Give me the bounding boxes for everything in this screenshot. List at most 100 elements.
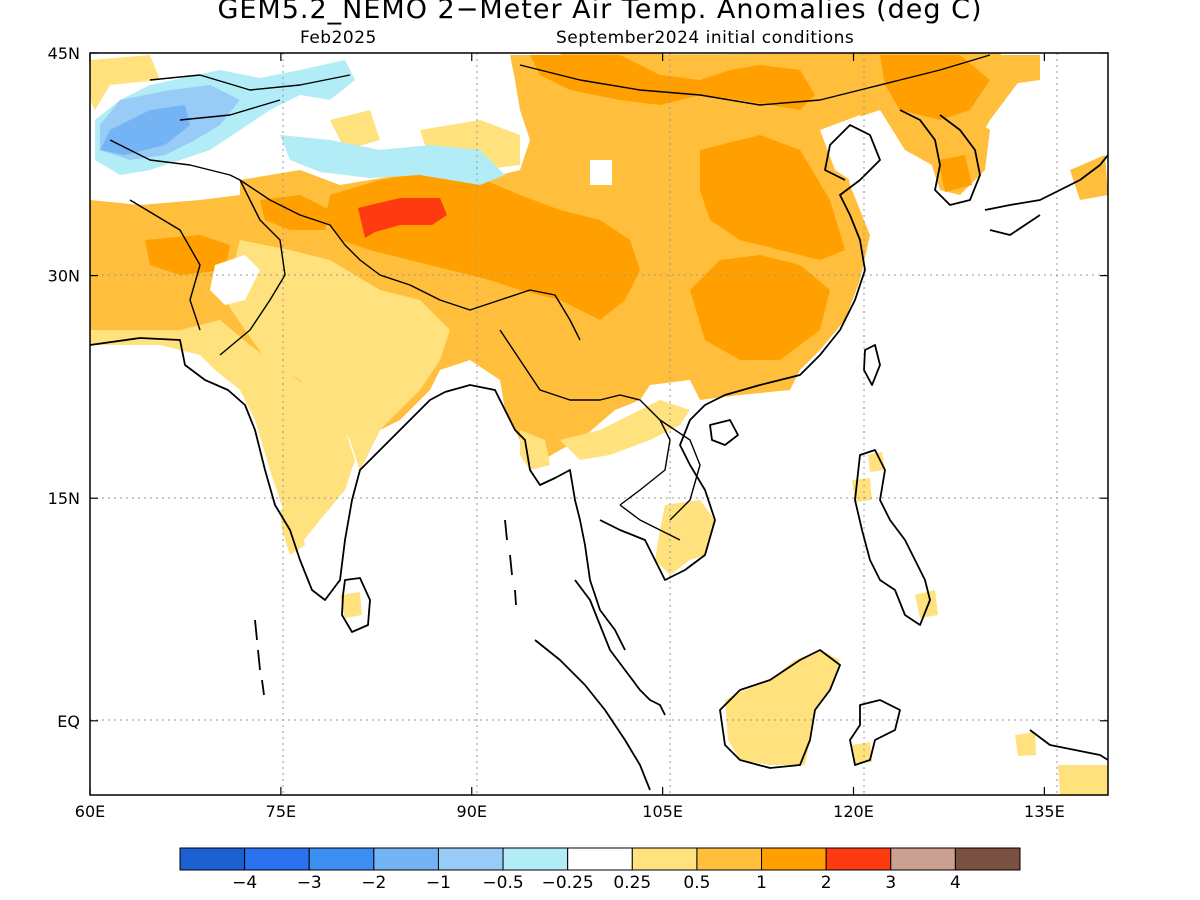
anomaly-region-05-philippines-north [868, 452, 885, 472]
anomaly-region-05-srilanka [340, 592, 362, 618]
coast-bay-of-bengal [444, 384, 626, 651]
coastlines [90, 109, 1108, 791]
anomaly-region-05-mindanao [915, 590, 938, 618]
map-frame [89, 52, 1109, 796]
coast-andaman [504, 519, 517, 606]
colorbar-label: −1 [426, 873, 451, 893]
colorbar-swatch [244, 847, 310, 871]
anomaly-region-05-india [90, 320, 355, 545]
colorbar-swatch [179, 847, 246, 871]
neutral-region-northwest-corner [90, 175, 240, 205]
neutral-region-afghanistan [210, 255, 260, 305]
colorbar-swatch [308, 847, 375, 871]
anomaly-region-05-sulawesi [852, 742, 872, 763]
colorbar: −4 −3 −2 −1 −0.5 −0.25 0.25 0.5 1 2 3 4 [179, 847, 1021, 893]
colorbar-swatch [502, 847, 569, 871]
anomaly-region-2-south-china [690, 255, 830, 360]
lon-tick-label: 135E [1024, 802, 1065, 821]
colorbar-label: 4 [950, 873, 961, 893]
border-iran-pakistan [129, 199, 201, 331]
lat-tick-label: 15N [48, 489, 80, 508]
border-china-mongolia [519, 54, 991, 106]
border-central-asia [149, 74, 351, 121]
map-title: GEM5.2_NEMO 2−Meter Air Temp. Anomalies … [217, 0, 983, 25]
coast-taiwan [863, 344, 881, 386]
neutral-region-sinkiang [360, 60, 510, 115]
map-plot-area [90, 53, 1108, 795]
anomaly-region-2-east-china [700, 135, 845, 260]
colorbar-label: −0.25 [542, 873, 594, 893]
border-himalaya [239, 179, 581, 341]
coast-philippines [854, 449, 931, 626]
border-pakistan-india [219, 179, 286, 356]
colorbar-label: −0.5 [482, 873, 523, 893]
coast-korea [899, 109, 981, 206]
anomaly-region-neg025-kazakh [280, 135, 505, 185]
lon-tick-label: 90E [457, 802, 487, 821]
valid-month-label: Feb2025 [300, 28, 377, 48]
anomaly-region-2-iran [145, 235, 230, 275]
neutral-region-yellow-sea [820, 115, 870, 180]
country-borders [109, 54, 991, 541]
anomaly-region-2-korea [938, 155, 972, 192]
colorbar-swatch [437, 847, 504, 871]
anomaly-shading [90, 53, 1108, 795]
anomaly-region-05-indochina [560, 400, 690, 460]
lat-tick-label: 45N [48, 44, 80, 63]
coast-malay-peninsula [574, 579, 666, 716]
anomaly-region-05-new-guinea [1058, 765, 1108, 795]
colorbar-label: −2 [361, 873, 386, 893]
colorbar-label: −3 [297, 873, 322, 893]
colorbar-swatch [696, 847, 763, 871]
colorbar-swatch [373, 847, 439, 871]
coast-indochina [599, 124, 881, 581]
coast-sumatra [534, 639, 651, 791]
coast-new-guinea [1029, 729, 1108, 761]
colorbar-label: 0.25 [613, 873, 651, 893]
coast-hainan [709, 419, 739, 446]
colorbar-swatch [890, 847, 956, 871]
colorbar-swatch [761, 847, 827, 871]
lat-tick-label: 30N [48, 267, 80, 286]
colorbar-swatch [825, 847, 892, 871]
anomaly-region-05-sulawesi-small [1015, 732, 1036, 756]
colorbar-swatch [954, 847, 1021, 871]
border-laos-vietnam [659, 419, 701, 521]
lon-tick-label: 105E [642, 802, 683, 821]
anomaly-region-05-vietnam [655, 500, 715, 575]
anomaly-region-05-central-asia [330, 110, 380, 150]
neutral-region-lake [590, 160, 612, 185]
colorbar-label: −4 [232, 873, 257, 893]
colorbar-label: 2 [821, 873, 832, 893]
coast-sulawesi [849, 699, 901, 766]
anomaly-region-05-india-central [225, 240, 450, 470]
initial-conditions-label: September2024 initial conditions [556, 28, 855, 48]
border-afghanistan [109, 139, 241, 181]
lon-tick-label: 75E [266, 802, 296, 821]
colorbar-label: 1 [756, 873, 767, 893]
coast-sri-lanka [341, 577, 371, 633]
lon-tick-label: 60E [75, 802, 105, 821]
anomaly-region-05-northwest [90, 55, 160, 110]
border-thailand-cambodia [619, 504, 681, 541]
anomaly-region-neg1-central-asia [100, 105, 190, 155]
anomaly-region-1-korea-small [1000, 55, 1040, 85]
anomaly-region-05-india-tip [280, 510, 305, 555]
colorbar-label: 3 [885, 873, 896, 893]
lat-tick-label: EQ [57, 712, 80, 731]
anomaly-region-2-mongolia [530, 55, 815, 110]
graticule [90, 53, 1108, 795]
lon-tick-label: 120E [833, 802, 874, 821]
coast-maldives [254, 619, 265, 696]
colorbar-swatch [631, 847, 698, 871]
anomaly-region-05-borneo [725, 650, 840, 765]
border-myanmar [499, 329, 671, 506]
anomaly-region-2-manchuria [880, 55, 990, 120]
anomaly-region-3-west-tibet [358, 198, 447, 238]
colorbar-swatch [567, 847, 633, 871]
coast-south-asia [90, 337, 446, 601]
colorbar-label: 0.5 [683, 873, 710, 893]
coast-japan [984, 154, 1108, 236]
axis-ticks: 60E 75E 90E 105E 120E 135E 45N 30N 15N EQ [48, 44, 1108, 821]
